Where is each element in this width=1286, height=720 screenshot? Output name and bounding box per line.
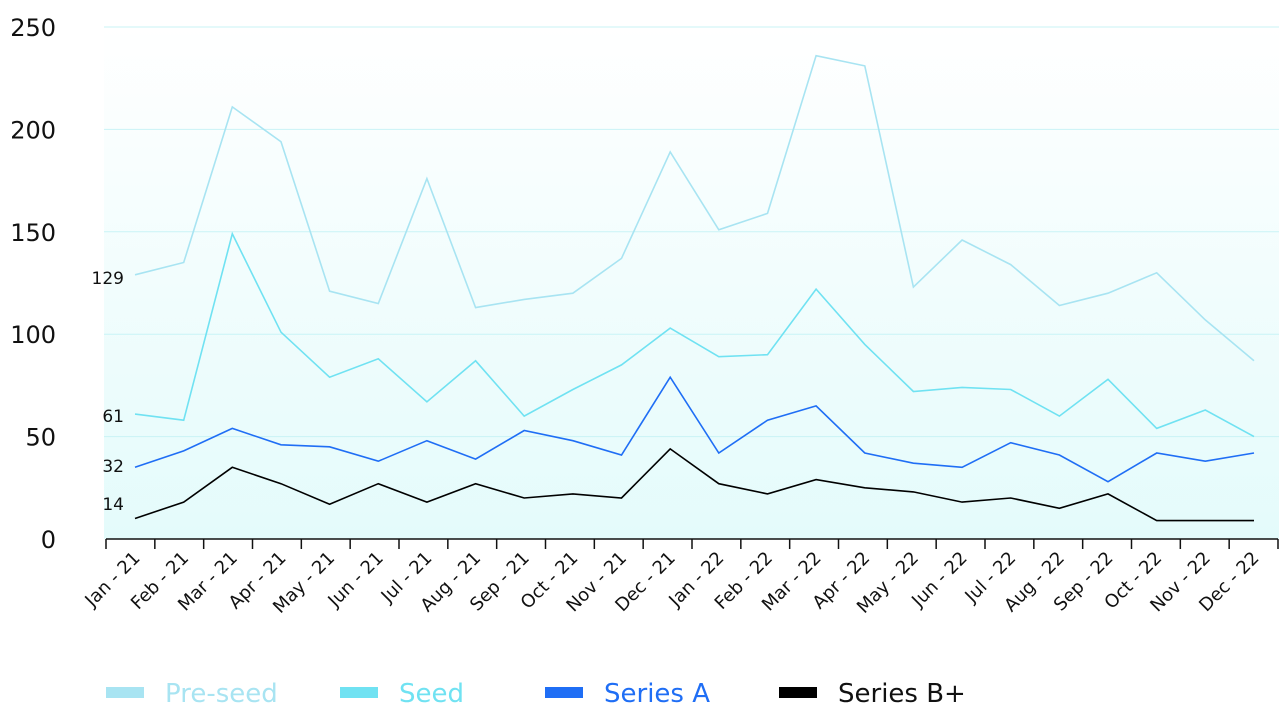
series-line-seed [134, 231, 1255, 438]
legend-label: Series B+ [838, 679, 966, 709]
data-labels: 129 61 32 14 [92, 269, 124, 515]
data-label: 14 [102, 495, 124, 515]
legend-swatch [340, 687, 378, 698]
legend-label: Seed [399, 679, 464, 709]
legend-swatch [106, 687, 144, 698]
y-tick-label: 200 [10, 116, 56, 144]
legend-swatch [779, 687, 817, 698]
y-tick-label: 100 [10, 321, 56, 349]
series-line-series-a [134, 375, 1255, 483]
plot-background [104, 27, 1279, 539]
data-label: 129 [92, 269, 124, 289]
data-label: 61 [102, 407, 124, 427]
legend: Pre-seed Seed Series A Series B+ [106, 679, 966, 709]
legend-swatch [545, 687, 583, 698]
series-line-series-b- [134, 447, 1254, 522]
y-tick-label: 250 [10, 14, 56, 42]
series-group [134, 54, 1255, 522]
y-axis: 0 50 100 150 200 250 [10, 14, 56, 554]
data-label: 32 [102, 457, 124, 477]
gridlines [104, 26, 1279, 438]
legend-label: Pre-seed [165, 679, 278, 709]
legend-label: Series A [604, 679, 710, 709]
y-tick-label: 50 [25, 424, 56, 452]
series-line-pre-seed [134, 54, 1255, 362]
y-tick-label: 0 [41, 526, 56, 554]
y-tick-label: 150 [10, 219, 56, 247]
